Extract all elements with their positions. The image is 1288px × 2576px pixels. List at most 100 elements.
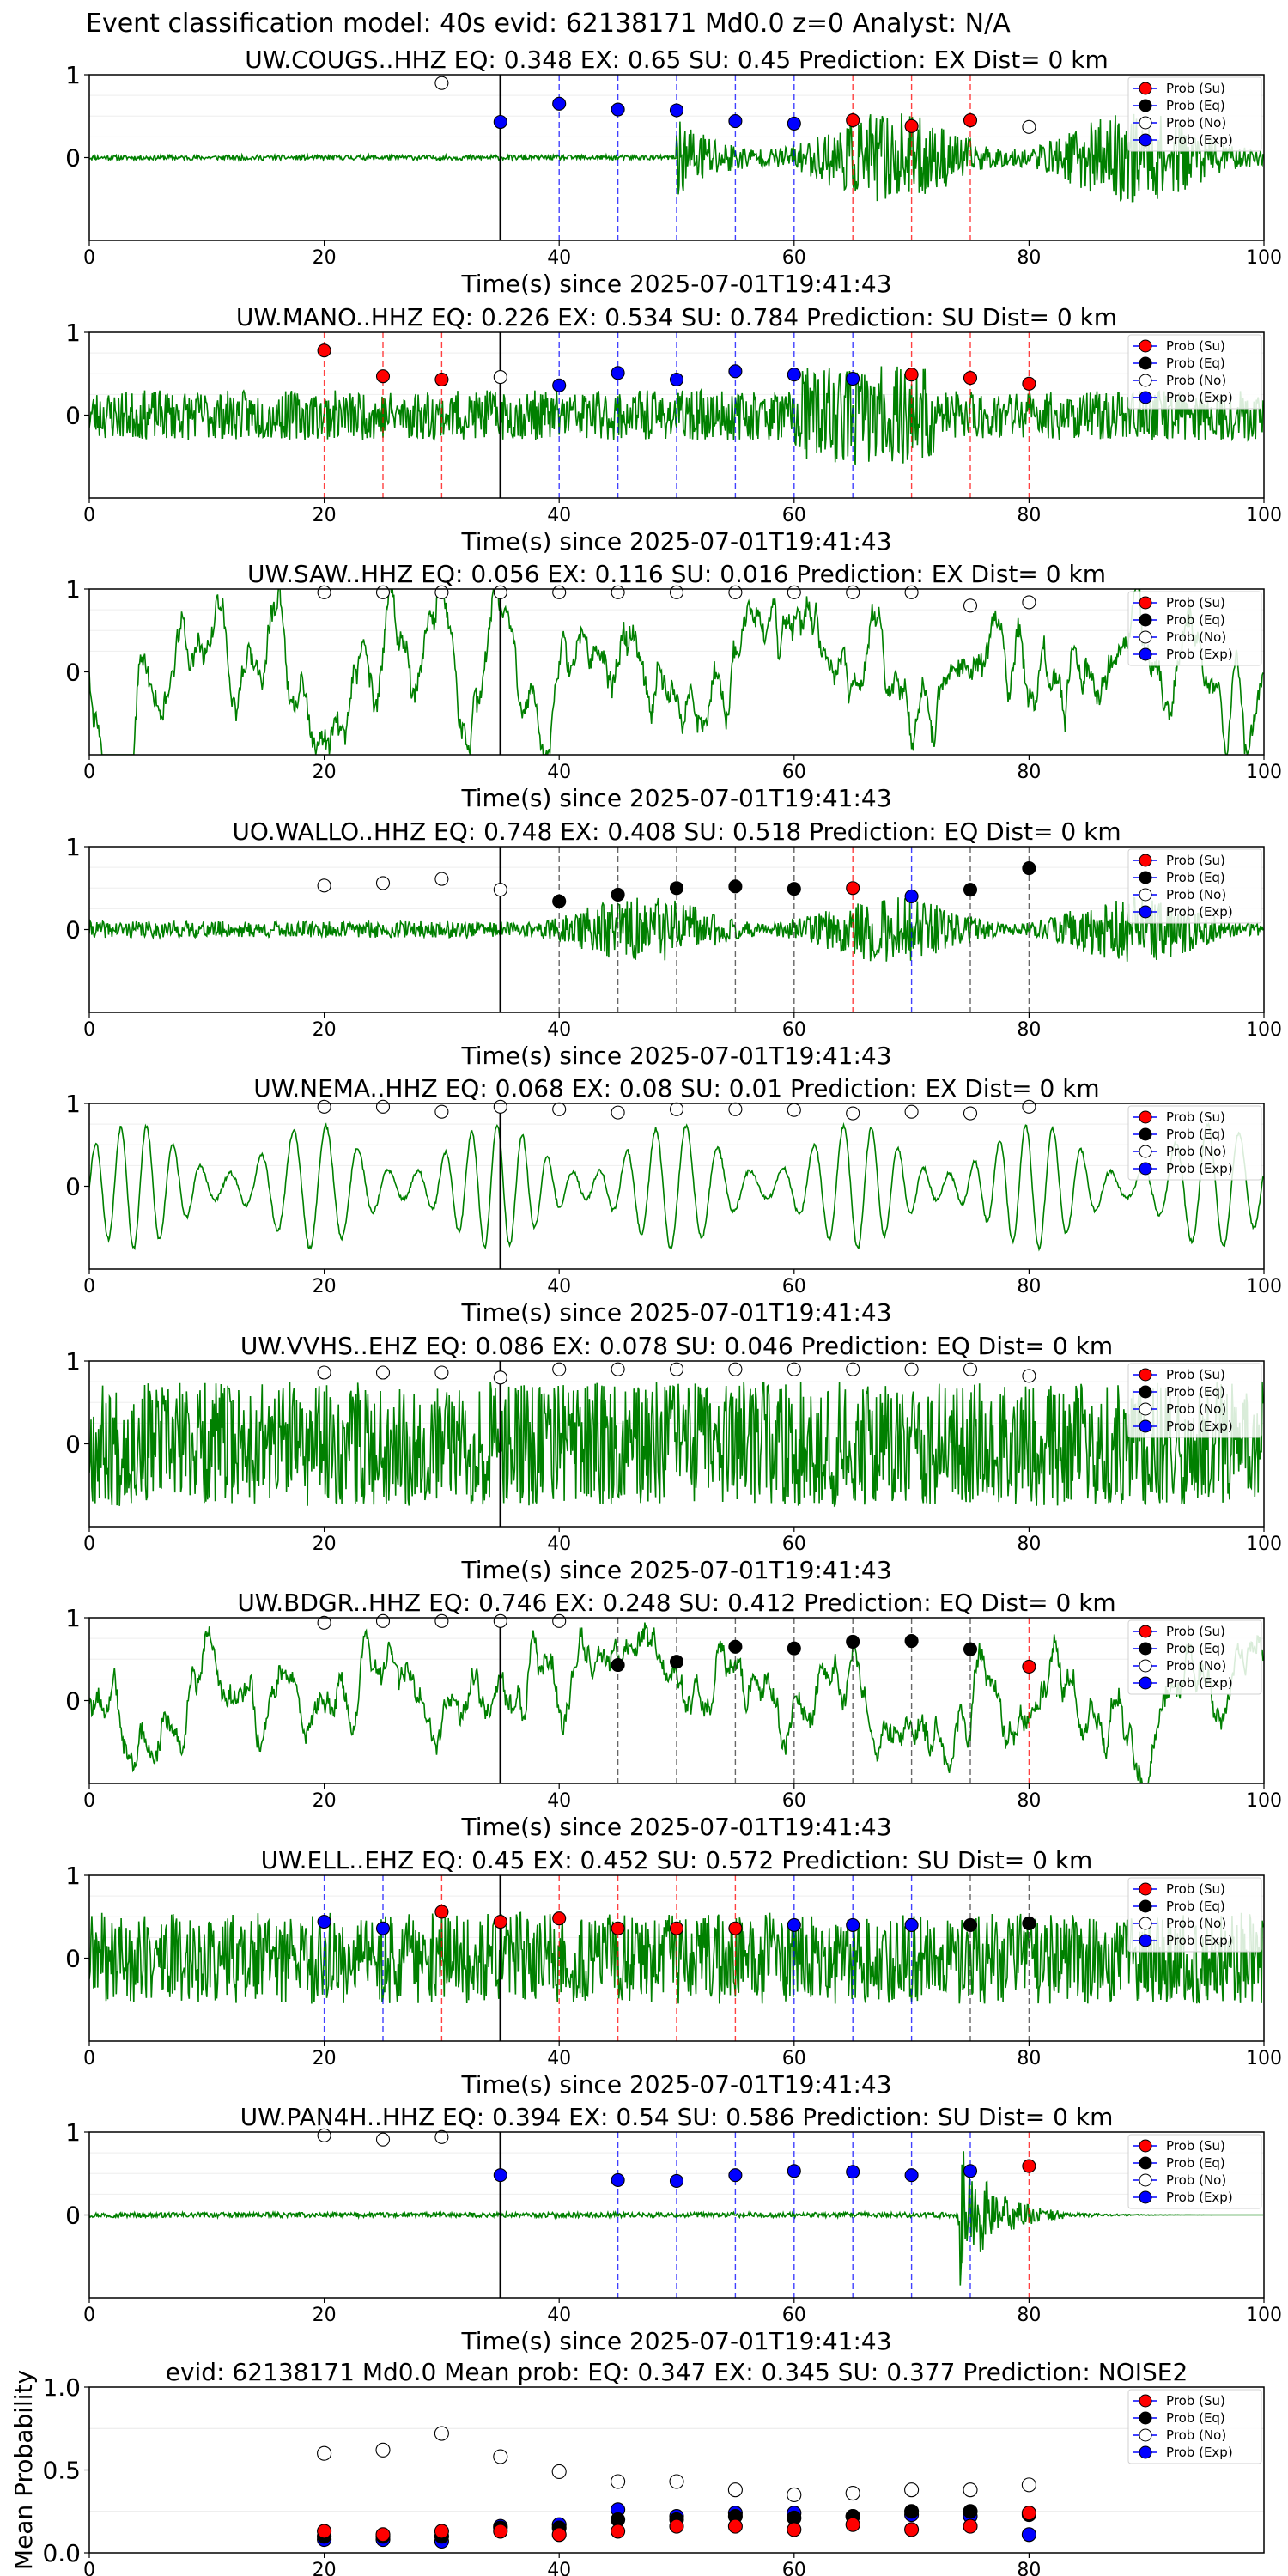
prob-point-no <box>317 878 331 893</box>
prob-point-eq <box>611 887 625 902</box>
legend-marker-su <box>1139 1882 1152 1896</box>
prob-point-no <box>1022 119 1036 134</box>
x-tick-label: 80 <box>1017 247 1041 269</box>
prob-point-eq <box>963 1917 978 1932</box>
legend-box <box>1127 1363 1262 1438</box>
prob-point-no <box>904 1104 919 1119</box>
prob-point-su <box>669 1921 684 1935</box>
x-tick-label: 20 <box>313 1790 337 1812</box>
x-tick-label: 60 <box>782 2305 806 2326</box>
x-tick-label: 60 <box>782 247 806 269</box>
waveform-trace <box>89 366 1264 465</box>
prob-point-su <box>1022 376 1036 391</box>
mean-point-no <box>611 2474 626 2489</box>
x-tick-label: 20 <box>313 1019 337 1041</box>
prob-point-exp <box>846 2165 860 2179</box>
legend-marker-eq <box>1139 356 1152 370</box>
prob-point-su <box>317 343 331 358</box>
legend-label-exp: Prob (Exp) <box>1166 1933 1233 1948</box>
subplot-title: UW.VVHS..EHZ EQ: 0.086 EX: 0.078 SU: 0.0… <box>240 1332 1113 1360</box>
legend-marker-exp <box>1139 905 1152 919</box>
mean-point-su <box>375 2527 391 2543</box>
y-tick-label: 1 <box>65 1090 81 1118</box>
prob-point-eq <box>611 1657 625 1673</box>
x-tick-label: 0 <box>83 1534 95 1555</box>
mean-point-su <box>727 2518 743 2534</box>
x-tick-label: 60 <box>782 762 806 783</box>
prob-point-su <box>963 371 978 386</box>
prob-point-no <box>611 1362 625 1376</box>
x-tick-label: 0 <box>83 505 95 526</box>
x-tick-label: 0 <box>83 1790 95 1812</box>
legend-marker-su <box>1139 1368 1152 1382</box>
prob-point-su <box>963 113 978 128</box>
prob-point-eq <box>669 881 684 896</box>
legend-label-exp: Prob (Exp) <box>1166 647 1233 662</box>
x-tick-label: 80 <box>1017 2560 1041 2576</box>
mean-point-eq <box>904 2504 920 2519</box>
mean-point-no <box>787 2487 802 2502</box>
legend-label-exp: Prob (Exp) <box>1166 2445 1233 2460</box>
legend-label-no: Prob (No) <box>1166 1144 1226 1159</box>
legend-marker-exp <box>1139 2190 1152 2204</box>
legend-label-su: Prob (Su) <box>1166 853 1225 868</box>
y-tick-label: 1 <box>65 575 81 604</box>
legend-label-no: Prob (No) <box>1166 2172 1226 2188</box>
legend-marker-exp <box>1139 2445 1152 2459</box>
prob-point-eq <box>787 1641 801 1656</box>
x-tick-label: 20 <box>313 247 337 269</box>
prob-point-no <box>728 1102 743 1116</box>
legend-label-su: Prob (Su) <box>1166 1881 1225 1897</box>
subplot-title: UW.PAN4H..HHZ EQ: 0.394 EX: 0.54 SU: 0.5… <box>240 2103 1114 2131</box>
legend-box <box>1127 334 1262 410</box>
mean-point-su <box>493 2524 508 2539</box>
subplot-7: Prob (Su) Prob (Eq) Prob (No)Prob (Exp) UW.… <box>65 1589 1282 1841</box>
legend-label-exp: Prob (Exp) <box>1166 1675 1233 1691</box>
prob-point-exp <box>787 116 801 131</box>
prob-point-exp <box>493 114 507 130</box>
legend-label-eq: Prob (Eq) <box>1166 1127 1225 1142</box>
x-tick-label: 80 <box>1017 1790 1041 1812</box>
prob-point-eq <box>669 1655 684 1669</box>
legend-label-su: Prob (Su) <box>1166 1109 1225 1125</box>
legend-label-su: Prob (Su) <box>1166 2138 1225 2154</box>
prob-point-exp <box>846 371 860 386</box>
prob-point-su <box>611 1921 625 1935</box>
legend-marker-no <box>1139 1659 1152 1673</box>
x-axis-label: Time(s) since 2025-07-01T19:41:43 <box>460 1298 891 1327</box>
legend-marker-exp <box>1139 391 1152 404</box>
prob-point-su <box>1022 2159 1036 2173</box>
y-tick-label: 1 <box>65 2118 81 2147</box>
x-tick-label: 80 <box>1017 2305 1041 2326</box>
prob-point-no <box>434 2129 449 2144</box>
prob-point-exp <box>963 2164 978 2178</box>
legend-marker-no <box>1139 116 1152 130</box>
x-tick-label: 40 <box>547 1276 571 1297</box>
waveform-trace <box>89 589 1264 755</box>
legend-label-exp: Prob (Exp) <box>1166 390 1233 405</box>
x-tick-label: 60 <box>782 1276 806 1297</box>
legend-box <box>1127 2389 1262 2464</box>
prob-point-eq <box>963 883 978 897</box>
y-tick-label: 1 <box>65 833 81 861</box>
prob-point-exp <box>669 103 684 118</box>
prob-point-su <box>375 369 391 384</box>
legend-label-eq: Prob (Eq) <box>1166 2410 1225 2426</box>
legend-marker-su <box>1139 2139 1152 2153</box>
prob-point-eq <box>904 1633 919 1649</box>
legend-label-eq: Prob (Eq) <box>1166 1384 1225 1400</box>
legend-label-no: Prob (No) <box>1166 1658 1226 1674</box>
legend-label-su: Prob (Su) <box>1166 595 1225 611</box>
legend-marker-exp <box>1139 1676 1152 1690</box>
prob-point-su <box>1022 1659 1036 1674</box>
prob-point-exp <box>375 1921 391 1935</box>
prob-point-no <box>669 1102 684 1116</box>
legend-label-eq: Prob (Eq) <box>1166 870 1225 885</box>
mean-point-no <box>727 2482 743 2498</box>
y-tick-label: 0 <box>65 1945 81 1973</box>
prob-point-eq <box>728 879 743 894</box>
x-tick-label: 40 <box>547 762 571 783</box>
subplot-title: evid: 62138171 Md0.0 Mean prob: EQ: 0.34… <box>166 2358 1188 2386</box>
x-tick-label: 100 <box>1246 247 1282 269</box>
